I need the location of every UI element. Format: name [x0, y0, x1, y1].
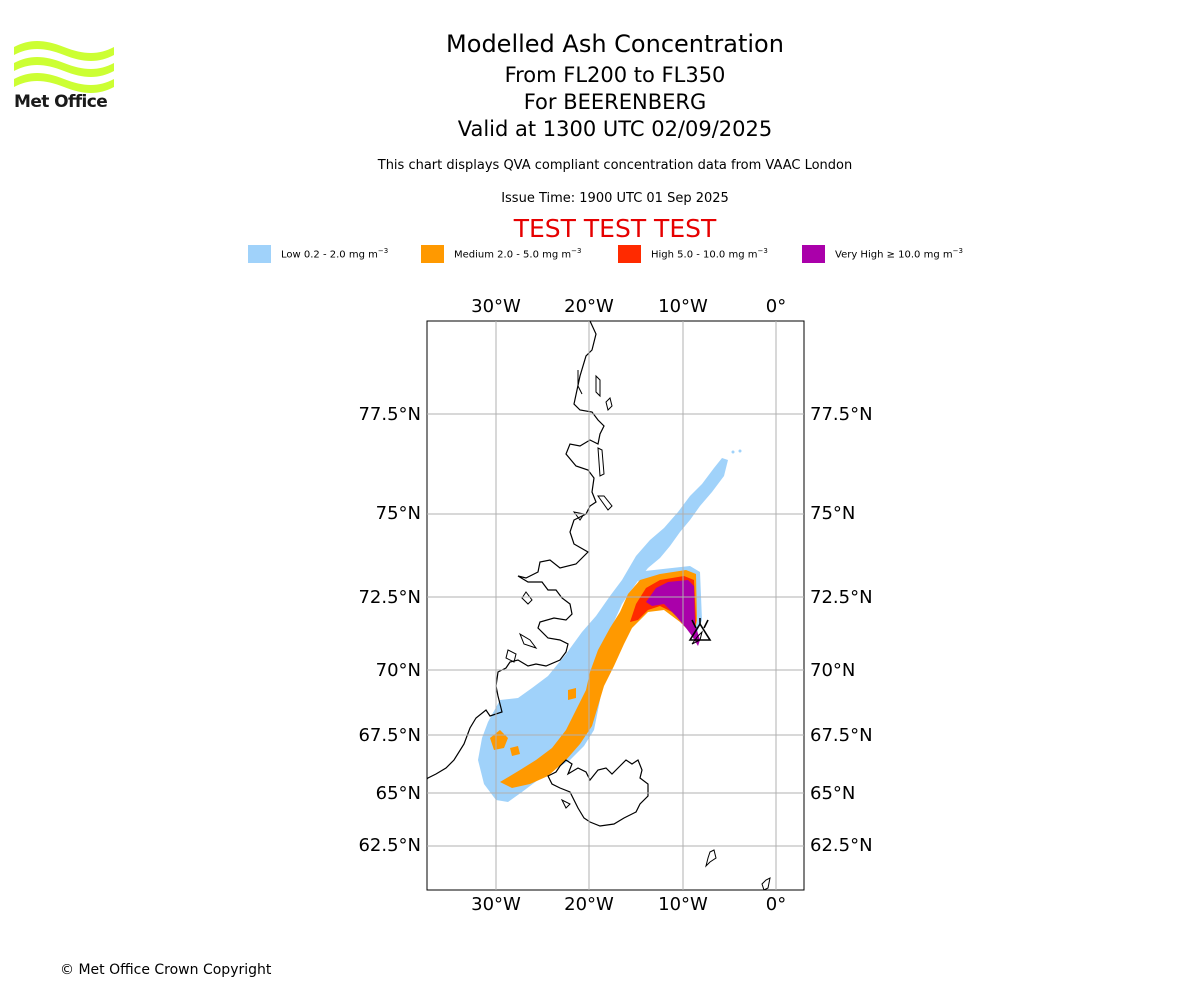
- lat-label-right-67-5: 67.5°N: [810, 725, 873, 746]
- lat-label-right-70: 70°N: [810, 660, 855, 681]
- logo-text: Met Office: [14, 92, 108, 112]
- flight-levels: From FL200 to FL350: [504, 63, 726, 87]
- issue-time: Issue Time: 1900 UTC 01 Sep 2025: [501, 191, 729, 206]
- lat-label-left-70: 70°N: [376, 660, 421, 681]
- lon-label-bottom-20w: 20°W: [564, 894, 614, 915]
- chart-description: This chart displays QVA compliant concen…: [377, 158, 853, 173]
- lon-label-bottom-0: 0°: [766, 894, 786, 915]
- lat-label-left-67-5: 67.5°N: [358, 725, 421, 746]
- test-banner: TEST TEST TEST: [513, 214, 717, 243]
- chart-title: Modelled Ash Concentration: [446, 30, 784, 58]
- greenland-coastline: [427, 321, 605, 780]
- legend-low: Low 0.2 - 2.0 mg m−3: [248, 244, 388, 264]
- lon-label-top-20w: 20°W: [564, 296, 614, 317]
- lon-label-top-0: 0°: [766, 296, 786, 317]
- legend-medium: Medium 2.0 - 5.0 mg m−3: [421, 244, 581, 264]
- iceland-coastline: [547, 759, 649, 827]
- lat-label-left-77-5: 77.5°N: [358, 404, 421, 425]
- lat-label-left-75: 75°N: [376, 503, 421, 524]
- lon-label-bottom-10w: 10°W: [658, 894, 708, 915]
- volcano-name: For BEERENBERG: [523, 90, 707, 114]
- copyright-notice: © Met Office Crown Copyright: [60, 962, 272, 978]
- lat-label-right-72-5: 72.5°N: [810, 587, 873, 608]
- legend-label-very-high: Very High ≥ 10.0 mg m−3: [835, 247, 963, 261]
- legend-label-high: High 5.0 - 10.0 mg m−3: [651, 247, 768, 261]
- legend-high: High 5.0 - 10.0 mg m−3: [618, 244, 768, 264]
- lat-label-right-62-5: 62.5°N: [810, 835, 873, 856]
- met-office-logo-icon: [14, 41, 114, 93]
- legend-very-high: Very High ≥ 10.0 mg m−3: [802, 244, 963, 264]
- lon-label-top-10w: 10°W: [658, 296, 708, 317]
- legend-swatch-very-high: [802, 245, 825, 263]
- valid-time: Valid at 1300 UTC 02/09/2025: [457, 117, 773, 141]
- lat-label-left-72-5: 72.5°N: [358, 587, 421, 608]
- volcano-icon: [688, 618, 712, 641]
- legend-label-low: Low 0.2 - 2.0 mg m−3: [281, 247, 389, 261]
- graticule: [427, 321, 804, 890]
- legend-label-medium: Medium 2.0 - 5.0 mg m−3: [454, 247, 582, 261]
- lat-label-left-62-5: 62.5°N: [358, 835, 421, 856]
- ash-area-low: [478, 458, 728, 802]
- lat-label-right-77-5: 77.5°N: [810, 404, 873, 425]
- lat-label-right-75: 75°N: [810, 503, 855, 524]
- lon-label-top-30w: 30°W: [471, 296, 521, 317]
- legend-swatch-high: [618, 245, 641, 263]
- ash-area-medium: [500, 570, 697, 788]
- legend-swatch-medium: [421, 245, 444, 263]
- lat-label-left-65: 65°N: [376, 783, 421, 804]
- legend-swatch-low: [248, 245, 271, 263]
- lat-label-right-65: 65°N: [810, 783, 855, 804]
- lon-label-bottom-30w: 30°W: [471, 894, 521, 915]
